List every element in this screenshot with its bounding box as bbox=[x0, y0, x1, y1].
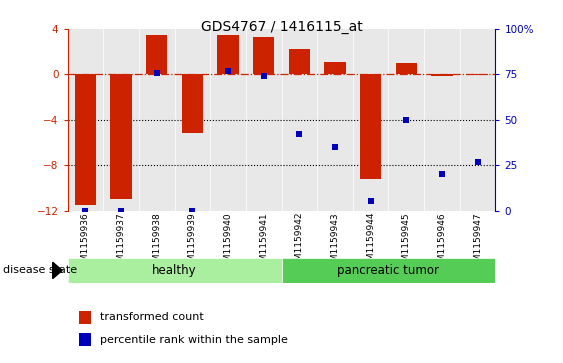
Point bbox=[473, 159, 482, 164]
Bar bbox=[210, 29, 246, 211]
Text: transformed count: transformed count bbox=[100, 312, 204, 322]
Point bbox=[366, 199, 375, 204]
Bar bbox=[353, 29, 388, 211]
Bar bbox=[175, 29, 210, 211]
Point bbox=[330, 144, 339, 150]
Bar bbox=[282, 29, 317, 211]
Bar bbox=[103, 29, 139, 211]
Point bbox=[437, 171, 446, 177]
Bar bbox=[182, 74, 203, 133]
Bar bbox=[75, 74, 96, 205]
Point bbox=[259, 73, 268, 79]
Text: disease state: disease state bbox=[3, 265, 77, 276]
Bar bbox=[317, 29, 353, 211]
Bar bbox=[388, 29, 424, 211]
Text: healthy: healthy bbox=[152, 264, 197, 277]
Bar bbox=[431, 74, 453, 76]
Point bbox=[152, 70, 161, 76]
Bar bbox=[324, 62, 346, 74]
Point bbox=[117, 208, 126, 213]
Point bbox=[224, 68, 233, 74]
Bar bbox=[139, 29, 175, 211]
Bar bbox=[146, 35, 167, 74]
Point bbox=[188, 208, 197, 213]
Point bbox=[402, 117, 411, 123]
Text: percentile rank within the sample: percentile rank within the sample bbox=[100, 335, 288, 345]
Bar bbox=[253, 37, 274, 74]
Bar bbox=[79, 333, 92, 346]
Bar bbox=[289, 49, 310, 74]
Bar bbox=[79, 311, 92, 324]
Bar bbox=[68, 29, 103, 211]
Bar bbox=[396, 63, 417, 74]
Text: pancreatic tumor: pancreatic tumor bbox=[337, 264, 440, 277]
Text: GDS4767 / 1416115_at: GDS4767 / 1416115_at bbox=[200, 20, 363, 34]
Polygon shape bbox=[53, 262, 62, 279]
Bar bbox=[217, 35, 239, 74]
Bar bbox=[424, 29, 460, 211]
Point bbox=[81, 208, 90, 213]
Point bbox=[295, 131, 304, 137]
Bar bbox=[110, 74, 132, 199]
Bar bbox=[246, 29, 282, 211]
Bar bbox=[360, 74, 381, 179]
Bar bbox=[282, 258, 495, 283]
Bar bbox=[467, 74, 488, 75]
Bar bbox=[68, 258, 282, 283]
Bar bbox=[460, 29, 495, 211]
